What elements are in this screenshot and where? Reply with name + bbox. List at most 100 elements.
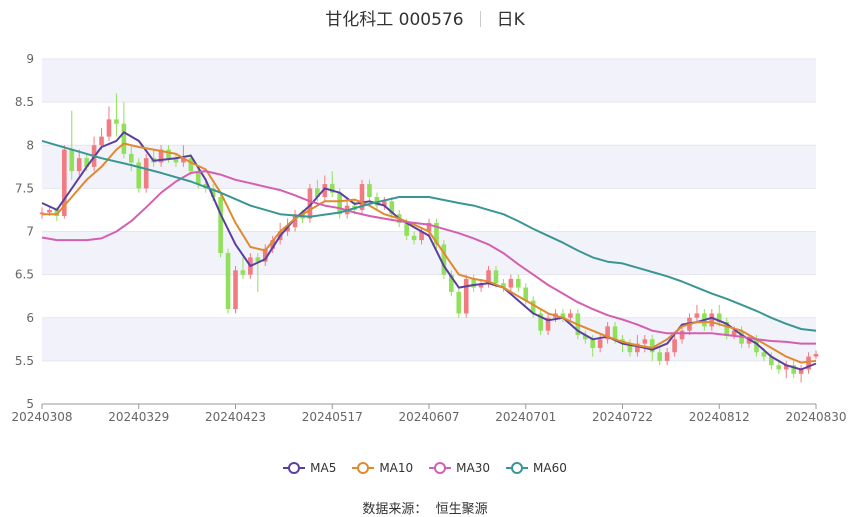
candle-body [292, 214, 298, 228]
candle-body [493, 270, 499, 284]
candle-body [441, 244, 447, 275]
ma-line-ma10 [42, 142, 817, 364]
candle [709, 309, 715, 331]
source-value: 恒生聚源 [435, 502, 488, 517]
candle-body [806, 356, 811, 370]
candle-body [337, 192, 342, 215]
legend-label: MA60 [533, 461, 567, 475]
candle [582, 330, 588, 344]
candle-body [158, 149, 164, 163]
candle-body [501, 283, 506, 288]
candle [642, 335, 648, 353]
candle-body [173, 158, 179, 163]
legend-label: MA10 [379, 461, 414, 475]
candle-body [649, 339, 655, 353]
candle [508, 274, 514, 292]
candle-body [382, 201, 387, 206]
x-axis: 20240308 20240329 20240423 20240517 20240607… [11, 403, 847, 424]
candle [716, 304, 722, 327]
candle [69, 110, 75, 180]
candle-body [635, 343, 640, 353]
candle-body [783, 365, 789, 370]
candle-body [426, 222, 432, 232]
legend-marker-icon [288, 462, 301, 474]
legend-item-ma5[interactable]: MA5 [283, 461, 336, 475]
legend-marker-icon [357, 462, 370, 474]
candle-body [106, 119, 112, 137]
candle-body [114, 119, 119, 124]
candle-body [419, 231, 424, 241]
candle [501, 278, 506, 292]
x-tick-label: 20240722 [592, 410, 653, 424]
candle [419, 227, 424, 245]
candle [173, 153, 179, 167]
candle-body [218, 197, 223, 254]
candle-body [590, 339, 596, 348]
candle [456, 287, 462, 318]
candle-body [62, 149, 67, 216]
candle [225, 248, 231, 314]
candle-body [582, 335, 588, 340]
candle [560, 309, 566, 323]
legend-item-ma60[interactable]: MA60 [506, 461, 567, 475]
legend-marker-icon [511, 462, 524, 474]
candle-body [724, 322, 729, 335]
source-label: 数据来源： [362, 502, 428, 517]
title-separator [479, 11, 481, 27]
chart-title: 甘化科工 000576 [325, 10, 464, 30]
candle-body [597, 339, 603, 348]
candle-body [791, 365, 796, 374]
legend-marker-icon [434, 462, 447, 474]
candle [329, 171, 335, 197]
candle-body [568, 313, 573, 318]
y-tick-label: 8 [26, 138, 34, 152]
candle [114, 93, 119, 137]
candle-body [121, 123, 127, 154]
candle [121, 102, 127, 159]
candle-body [813, 353, 819, 357]
moving-average-lines [41, 131, 817, 371]
x-tick-label: 20240423 [205, 410, 266, 424]
candle [262, 244, 268, 266]
candle-body [754, 339, 759, 353]
candle-body [210, 188, 216, 197]
candle [776, 360, 782, 374]
candle [545, 313, 551, 335]
candle-body [709, 313, 715, 327]
candle [664, 347, 670, 366]
candle [233, 266, 238, 314]
candle [136, 158, 142, 193]
legend-item-ma30[interactable]: MA30 [429, 461, 490, 475]
candle-body [136, 162, 142, 189]
candle-body [76, 158, 82, 172]
candle-body [315, 188, 320, 197]
candle-body [761, 352, 767, 357]
candle-body [143, 158, 149, 189]
candle-body [523, 287, 529, 301]
candle-body [307, 188, 313, 219]
x-tick-label: 20240701 [495, 410, 556, 424]
band [42, 317, 816, 361]
candle-body [329, 184, 335, 193]
x-tick-label: 20240517 [302, 410, 363, 424]
candle [568, 309, 573, 323]
legend-swatch [506, 462, 529, 474]
candle-body [359, 184, 365, 210]
candle-body [672, 339, 677, 353]
candle [143, 153, 149, 193]
candle [806, 352, 811, 374]
candle-body [195, 171, 201, 185]
candle-body [322, 184, 328, 197]
y-tick-label: 5.5 [15, 354, 34, 368]
legend-swatch [283, 462, 306, 474]
candle [441, 240, 447, 279]
y-tick-label: 7 [26, 225, 34, 239]
candle [798, 365, 804, 383]
candle-body [716, 313, 722, 323]
y-tick-label: 7.5 [15, 181, 34, 195]
candle [106, 106, 112, 141]
candle [255, 253, 261, 292]
legend-item-ma10[interactable]: MA10 [352, 461, 413, 475]
